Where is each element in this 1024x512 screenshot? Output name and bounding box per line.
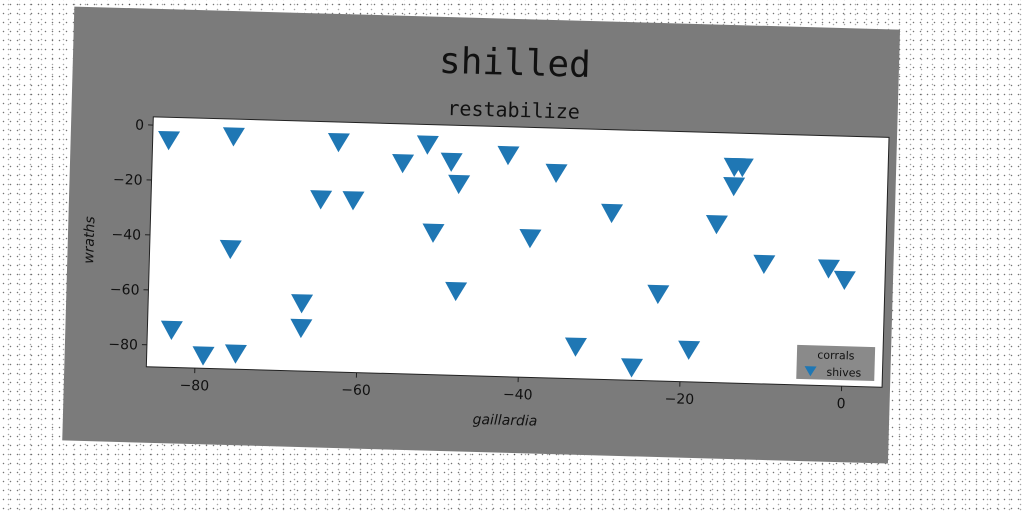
scatter-point — [224, 344, 247, 364]
legend: corrals shives — [796, 344, 876, 382]
scatter-point — [448, 174, 471, 195]
scatter-point — [291, 294, 314, 314]
legend-title: corrals — [817, 348, 855, 362]
scatter-point — [219, 239, 242, 260]
x-tick-label: −40 — [503, 387, 533, 404]
x-tick-label: 0 — [836, 396, 845, 412]
scatter-point — [445, 281, 468, 302]
plot-area — [145, 116, 890, 388]
legend-entry-shives: shives — [826, 366, 861, 380]
chart-title: restabilize — [447, 96, 580, 124]
scatter-point — [440, 152, 463, 172]
scatter-point — [833, 270, 856, 291]
scatter-point — [416, 135, 439, 155]
scatter-point — [601, 203, 624, 224]
scatter-point — [327, 132, 350, 153]
scatter-point — [817, 259, 840, 279]
scatter-point — [192, 346, 215, 366]
legend-marker-icon — [804, 366, 817, 377]
x-axis-label: gaillardia — [472, 412, 537, 430]
scatter-point — [222, 127, 245, 147]
x-tick-label: −80 — [179, 378, 209, 395]
scatter-point — [290, 318, 313, 339]
y-tick-label: −80 — [108, 337, 138, 354]
x-axis: −80 −60 −40 −20 0 — [179, 368, 846, 412]
y-tick-label: −60 — [110, 282, 140, 299]
legend-box — [796, 344, 876, 382]
scatter-point — [422, 223, 445, 243]
scatter-point — [160, 320, 183, 340]
scatter-point — [342, 191, 365, 211]
y-tick-label: 0 — [135, 118, 144, 134]
scatter-point — [545, 163, 568, 184]
scatter-point — [158, 130, 181, 151]
scatter-point — [497, 145, 520, 166]
scatter-point — [647, 284, 670, 305]
y-axis: 0 −20 −40 −60 −80 — [108, 118, 154, 354]
y-axis-label: wraths — [81, 216, 98, 264]
y-tick-label: −20 — [113, 172, 143, 189]
scatter-point — [621, 358, 644, 378]
scatter-point — [392, 153, 415, 174]
x-tick-label: −60 — [341, 382, 371, 399]
scatter-point — [310, 190, 333, 210]
scatter-point — [564, 337, 587, 357]
scatter-point — [731, 157, 754, 178]
x-tick-label: −20 — [664, 391, 694, 408]
scatter-point — [519, 228, 542, 249]
scatter-point — [723, 176, 746, 197]
scatter-point — [753, 254, 776, 275]
scatter-point — [705, 214, 728, 235]
y-tick-label: −40 — [111, 227, 141, 244]
scatter-point — [678, 340, 701, 360]
scatter-series-shives — [158, 127, 856, 378]
figure-title: shilled — [439, 41, 592, 86]
